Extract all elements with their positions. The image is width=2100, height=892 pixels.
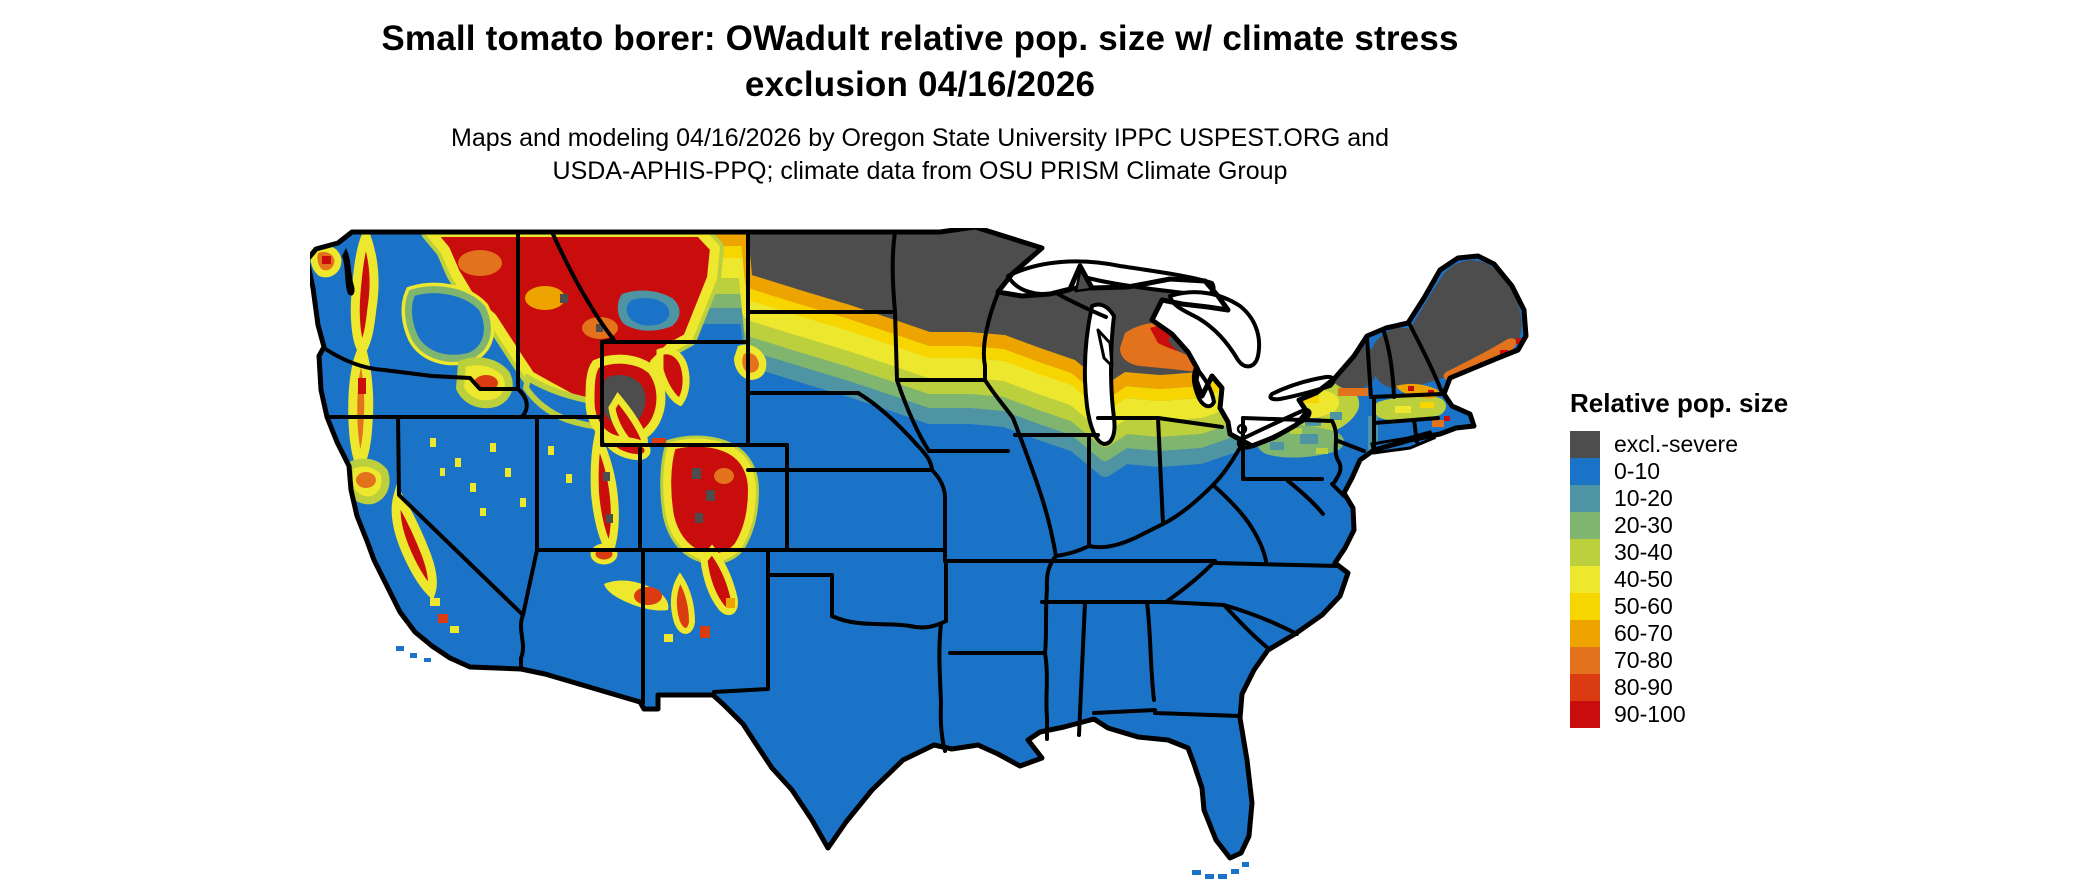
legend-swatch (1570, 674, 1600, 701)
legend-item: 70-80 (1570, 647, 1788, 674)
legend: Relative pop. size excl.-severe 0-10 10-20… (1570, 388, 1788, 728)
speck (606, 514, 613, 523)
great-basin-specks (430, 438, 572, 516)
lake-ontario (1268, 374, 1336, 402)
legend-swatch (1570, 701, 1600, 728)
speck (438, 614, 448, 623)
legend-item: 40-50 (1570, 566, 1788, 593)
map-subtitle: Maps and modeling 04/16/2026 by Oregon S… (270, 122, 1570, 188)
speck (700, 626, 710, 638)
legend-label: 50-60 (1614, 593, 1673, 619)
legend-label: 60-70 (1614, 620, 1673, 646)
legend-swatch (1570, 593, 1600, 620)
maine-coast-band (1443, 338, 1517, 381)
bighorns (656, 347, 690, 407)
legend-label: 30-40 (1614, 539, 1673, 565)
speck (1338, 388, 1368, 396)
speck (664, 634, 673, 642)
florida-keys (1192, 862, 1249, 879)
speck (726, 598, 735, 608)
speck (450, 626, 459, 633)
lake-michigan (1082, 302, 1117, 446)
legend-swatch (1570, 647, 1600, 674)
legend-label: 40-50 (1614, 566, 1673, 592)
legend-label: 80-90 (1614, 674, 1673, 700)
legend-label: 90-100 (1614, 701, 1686, 727)
map-title-line2: exclusion 04/16/2026 (744, 65, 1096, 105)
speck (603, 472, 610, 481)
new-england-band (1373, 395, 1450, 427)
white-mountains (634, 587, 662, 605)
sierra-nevada (391, 484, 437, 601)
legend-swatch (1570, 485, 1600, 512)
legend-title: Relative pop. size (1570, 388, 1789, 418)
legend-label: 70-80 (1614, 647, 1673, 673)
legend-item: 50-60 (1570, 593, 1788, 620)
legend-swatch (1570, 566, 1600, 593)
green-bay (1096, 328, 1114, 368)
legend-item: 90-100 (1570, 701, 1788, 728)
legend-swatch (1570, 539, 1600, 566)
map-title-line1: Small tomato borer: OWadult relative pop… (381, 19, 1459, 58)
legend-item: 20-30 (1570, 512, 1788, 539)
map-title: Small tomato borer: OWadult relative pop… (270, 16, 1570, 108)
speck (1408, 386, 1414, 391)
map-subtitle-line2: USDA-APHIS-PPQ; climate data from OSU PR… (552, 157, 1288, 185)
legend-label: 10-20 (1614, 485, 1673, 511)
colorado-rockies (660, 435, 760, 565)
sangre-de-cristo (700, 544, 738, 616)
legend-item: 30-40 (1570, 539, 1788, 566)
legend-swatch (1570, 458, 1600, 485)
puget-sound (342, 248, 355, 296)
us-map-svg (310, 227, 1530, 879)
speck (652, 438, 666, 446)
legend-item: 10-20 (1570, 485, 1788, 512)
speck (356, 472, 376, 488)
wa-cascades (350, 227, 379, 359)
legend-label: 20-30 (1614, 512, 1673, 538)
legend-item: 80-90 (1570, 674, 1788, 701)
legend-item: 0-10 (1570, 458, 1788, 485)
nm-range (670, 572, 696, 634)
map-subtitle-line1: Maps and modeling 04/16/2026 by Oregon S… (451, 124, 1389, 152)
columbia-basin (401, 282, 495, 366)
lake-huron (1168, 290, 1261, 369)
state-boundaries (322, 230, 1444, 753)
speck (430, 598, 440, 606)
channel-islands (396, 646, 431, 662)
legend-item: excl.-severe (1570, 431, 1788, 458)
legend-swatch (1570, 620, 1600, 647)
legend-swatch (1570, 431, 1600, 458)
speck (358, 378, 366, 394)
montana-valley (617, 290, 680, 331)
us-map (310, 228, 1530, 890)
legend-label: excl.-severe (1614, 431, 1738, 457)
legend-swatch (1570, 512, 1600, 539)
legend-item: 60-70 (1570, 620, 1788, 647)
legend-label: 0-10 (1614, 458, 1661, 484)
legend-items: excl.-severe 0-10 10-20 20-30 30-40 40-50 50-6… (1570, 431, 1788, 728)
speck (322, 256, 331, 264)
